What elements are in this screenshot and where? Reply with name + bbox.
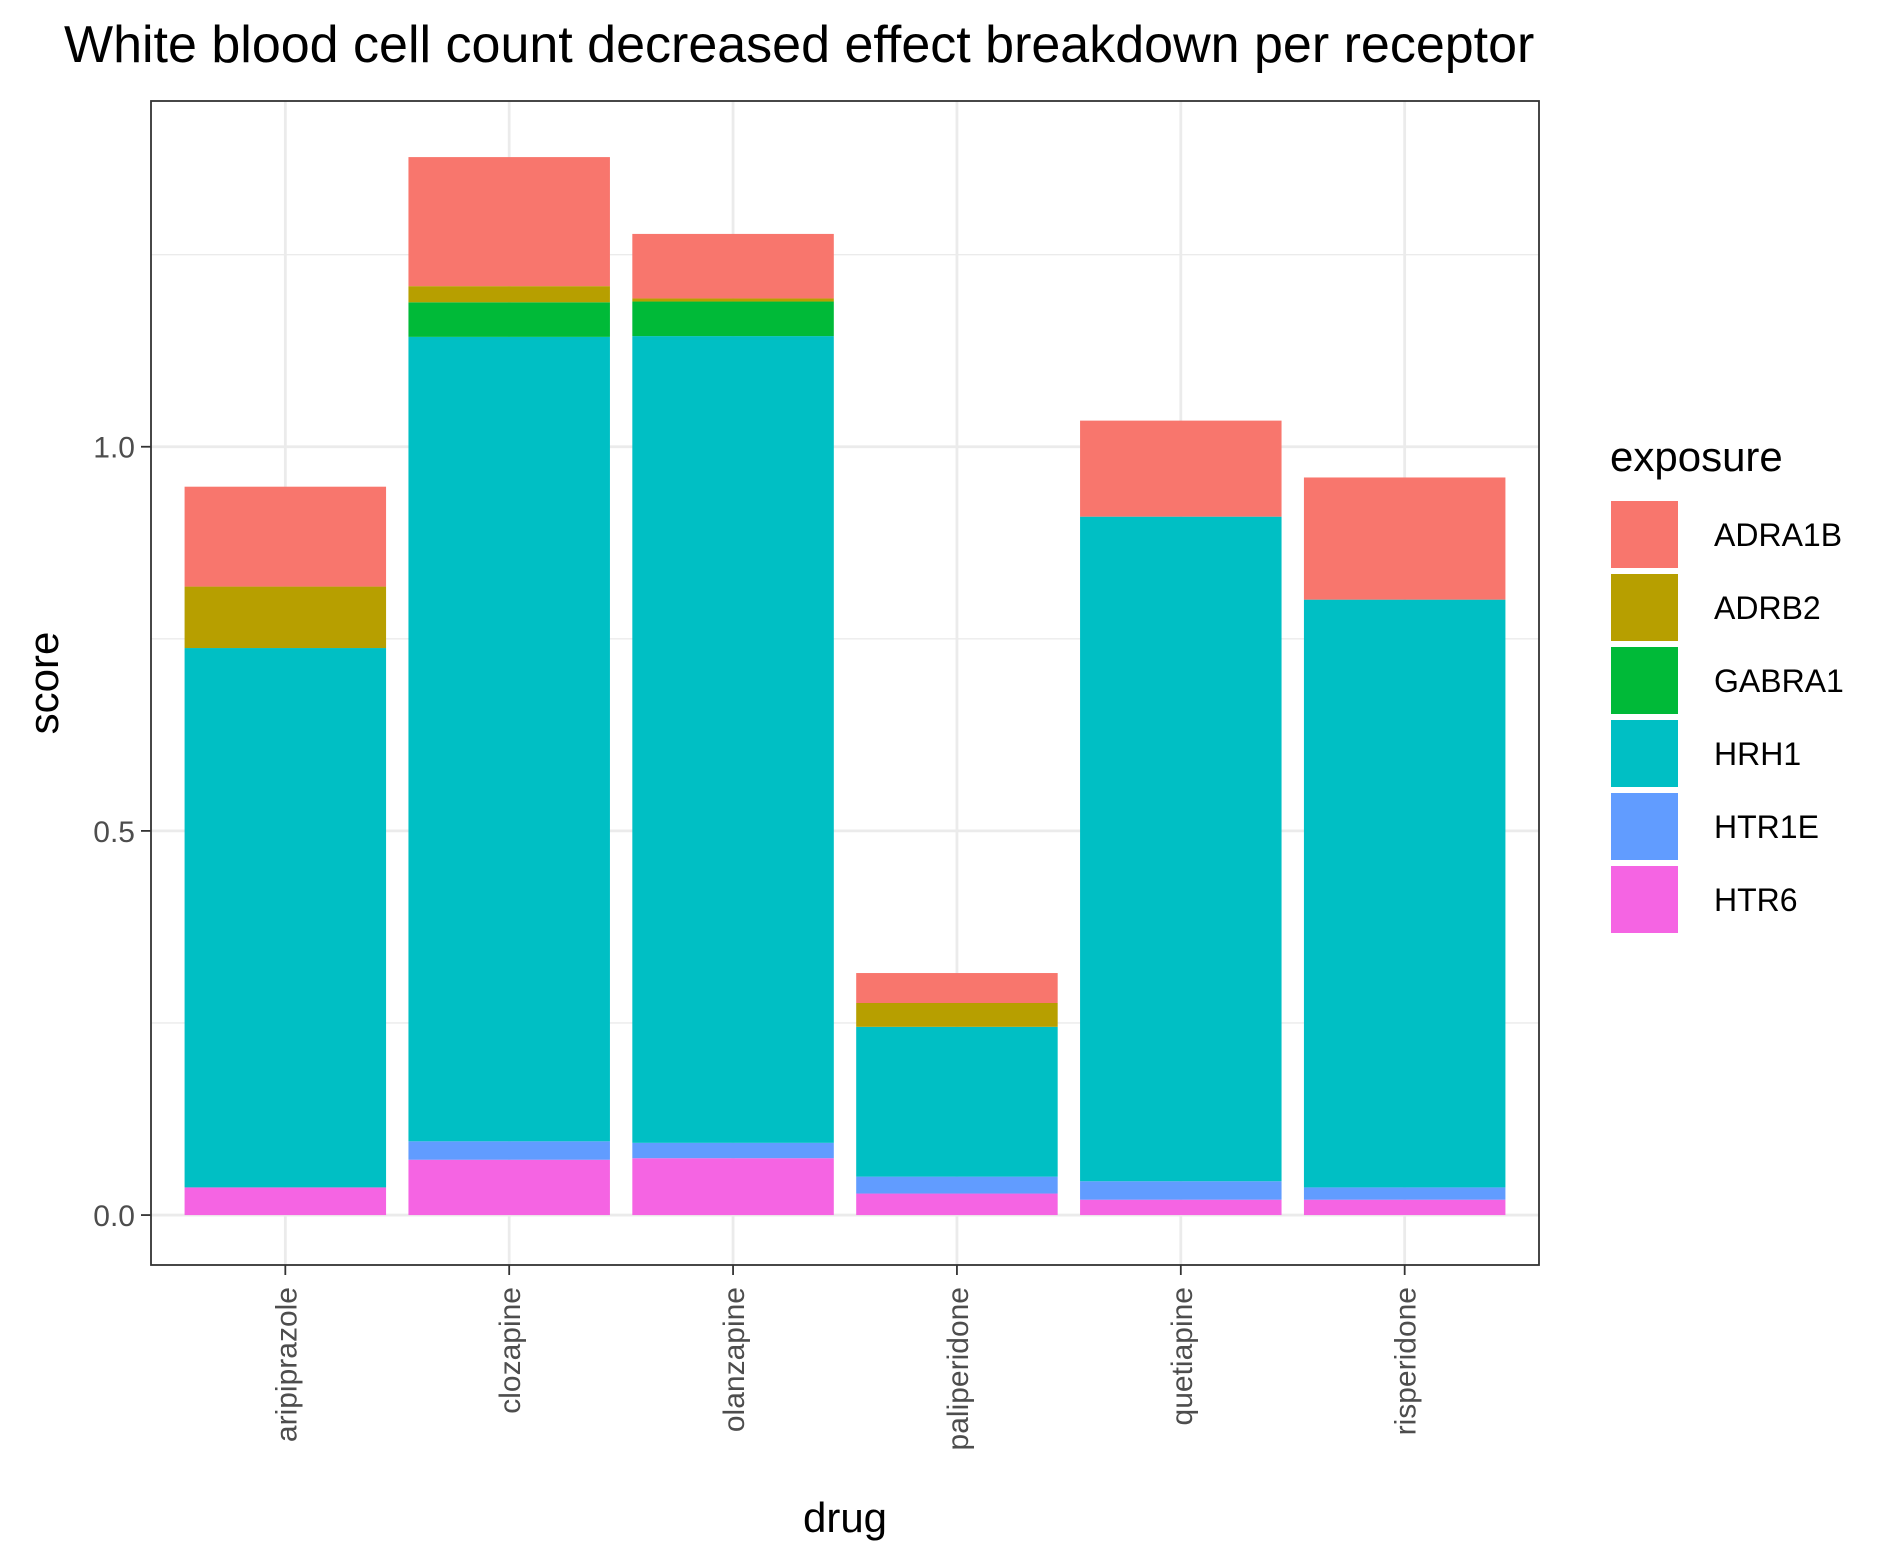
bar-segment-paliperidone-ADRA1B <box>856 973 1058 1004</box>
legend: exposure ADRA1B ADRB2 GABRA1 HRH1 HTR1E HTR6 <box>1609 433 1844 935</box>
legend-item-ADRA1B: ADRA1B <box>1609 499 1842 570</box>
bar-segment-quetiapine-HTR1E <box>1080 1181 1282 1200</box>
legend-label-ADRB2: ADRB2 <box>1714 590 1821 626</box>
bar-segment-risperidone-HTR6 <box>1303 1199 1506 1216</box>
legend-key-ADRA1B <box>1609 499 1680 570</box>
bar-segment-paliperidone-HTR1E <box>856 1176 1058 1194</box>
y-axis: 0.0 0.5 1.0 <box>93 432 151 1233</box>
bar-segment-clozapine-HRH1 <box>408 336 610 1142</box>
legend-title: exposure <box>1610 433 1783 480</box>
bar-segment-olanzapine-HTR1E <box>632 1142 834 1159</box>
bar-segment-quetiapine-HRH1 <box>1080 516 1282 1182</box>
bar-segment-aripiprazole-HRH1 <box>184 648 387 1188</box>
bar-segment-paliperidone-HTR6 <box>856 1193 1058 1216</box>
legend-item-HTR6: HTR6 <box>1609 864 1798 935</box>
bar-segment-olanzapine-HRH1 <box>632 336 834 1143</box>
bar-stack-olanzapine <box>632 233 834 1216</box>
x-tick-label-aripiprazole: aripiprazole <box>270 1287 303 1442</box>
x-tick-label-clozapine: clozapine <box>494 1287 527 1414</box>
bar-stack-quetiapine <box>1080 420 1282 1216</box>
x-axis-title: drug <box>803 1494 887 1541</box>
legend-items: ADRA1B ADRB2 GABRA1 HRH1 HTR1E HTR6 <box>1609 499 1844 935</box>
x-axis: aripiprazole clozapine olanzapine paliperid… <box>270 1265 1423 1450</box>
bar-segment-clozapine-HTR1E <box>408 1141 610 1160</box>
y-axis-title: score <box>20 632 67 735</box>
bar-segment-risperidone-ADRA1B <box>1303 477 1506 600</box>
bar-segment-olanzapine-HTR6 <box>632 1158 834 1216</box>
bar-segment-clozapine-ADRA1B <box>408 157 610 287</box>
bar-segment-risperidone-HTR1E <box>1303 1187 1506 1200</box>
panel-border <box>150 100 1540 1266</box>
bar-segment-clozapine-ADRB2 <box>408 286 610 303</box>
legend-label-ADRA1B: ADRA1B <box>1714 517 1842 553</box>
x-tick-label-risperidone: risperidone <box>1390 1287 1423 1435</box>
bar-segment-paliperidone-ADRB2 <box>856 1003 1058 1027</box>
bar-segment-aripiprazole-HTR6 <box>184 1187 387 1216</box>
chart-title: White blood cell count decreased effect … <box>64 16 1534 74</box>
legend-label-HRH1: HRH1 <box>1714 736 1801 772</box>
legend-key-HTR1E <box>1609 791 1680 862</box>
x-tick-label-olanzapine: olanzapine <box>718 1287 751 1432</box>
x-tick-label-quetiapine: quetiapine <box>1166 1287 1199 1425</box>
legend-key-GABRA1 <box>1609 645 1680 716</box>
bar-segment-olanzapine-ADRB2 <box>632 298 834 302</box>
legend-key-ADRB2 <box>1609 572 1680 643</box>
y-tick-label: 0.0 <box>93 1200 135 1233</box>
bar-stack-risperidone <box>1303 477 1506 1216</box>
bar-segment-clozapine-GABRA1 <box>408 302 610 337</box>
bar-segment-quetiapine-ADRA1B <box>1080 420 1282 517</box>
legend-item-ADRB2: ADRB2 <box>1609 572 1821 643</box>
legend-item-HRH1: HRH1 <box>1609 718 1801 789</box>
bar-stack-aripiprazole <box>184 486 387 1216</box>
bar-stack-clozapine <box>408 157 610 1216</box>
legend-item-GABRA1: GABRA1 <box>1609 645 1844 716</box>
plot-panel <box>150 100 1540 1266</box>
legend-key-HTR6 <box>1609 864 1680 935</box>
bar-segment-olanzapine-ADRA1B <box>632 233 834 299</box>
x-tick-label-paliperidone: paliperidone <box>942 1287 975 1450</box>
bar-segment-quetiapine-HTR6 <box>1080 1199 1282 1216</box>
y-tick-label: 1.0 <box>93 432 135 465</box>
bar-segment-olanzapine-GABRA1 <box>632 301 834 337</box>
legend-item-HTR1E: HTR1E <box>1609 791 1819 862</box>
bar-segment-paliperidone-HRH1 <box>856 1026 1058 1177</box>
legend-label-GABRA1: GABRA1 <box>1714 663 1844 699</box>
y-tick-label: 0.5 <box>93 816 135 849</box>
legend-label-HTR1E: HTR1E <box>1714 809 1819 845</box>
bar-segment-clozapine-HTR6 <box>408 1159 610 1216</box>
legend-label-HTR6: HTR6 <box>1714 882 1798 918</box>
bar-segment-aripiprazole-ADRA1B <box>184 486 387 587</box>
bar-segment-risperidone-HRH1 <box>1303 599 1506 1188</box>
legend-key-HRH1 <box>1609 718 1680 789</box>
bar-segment-aripiprazole-ADRB2 <box>184 586 387 649</box>
bar-stack-paliperidone <box>856 973 1058 1216</box>
bars <box>184 157 1506 1216</box>
